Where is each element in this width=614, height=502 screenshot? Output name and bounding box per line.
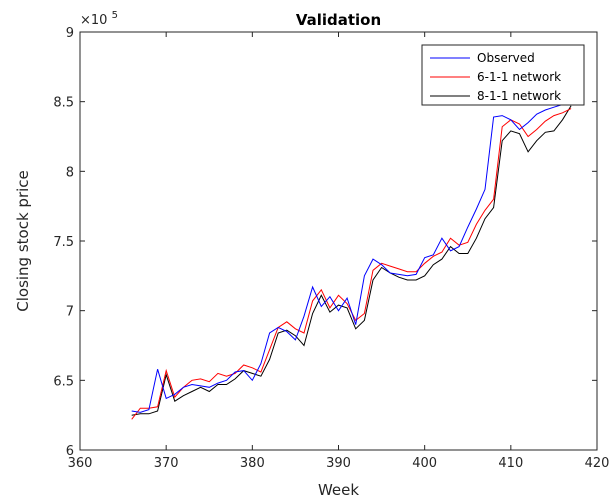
x-tick-label: 410 [498, 456, 523, 471]
x-tick-label: 360 [68, 456, 93, 471]
y-tick-label: 8 [66, 165, 74, 180]
y-axis-label: Closing stock price [14, 170, 32, 312]
y-tick-label: 7 [66, 305, 74, 320]
legend-label: 8-1-1 network [477, 89, 561, 103]
x-tick-label: 390 [326, 456, 351, 471]
legend-box [421, 44, 585, 106]
y-axis-multiplier: ×10 5 [80, 10, 118, 28]
legend-label: 6-1-1 network [477, 70, 561, 84]
y-multiplier-exponent: 5 [112, 10, 118, 21]
legend-label: Observed [477, 51, 535, 65]
y-multiplier-base: ×10 [80, 13, 107, 28]
series-line-observed [131, 101, 572, 413]
y-tick-label: 7.5 [53, 235, 74, 250]
y-tick-label: 6.5 [53, 374, 74, 389]
x-tick-label: 370 [154, 456, 179, 471]
x-tick-label: 420 [585, 456, 610, 471]
y-tick-label: 6 [66, 444, 74, 459]
x-tick-label: 380 [240, 456, 265, 471]
x-axis-label: Week [318, 481, 359, 499]
series-lines [131, 101, 572, 420]
chart-title: Validation [296, 11, 381, 29]
legend: Observed 6-1-1 network 8-1-1 network [421, 44, 585, 106]
x-tick-label: 400 [412, 456, 437, 471]
axis-ticks: 360 370 380 390 400 410 420 6 6.5 7 7.5 8 8.5 9 [53, 26, 609, 471]
series-line-8-1-1-network [131, 105, 572, 416]
y-tick-label: 9 [66, 26, 74, 41]
y-tick-label: 8.5 [53, 96, 74, 111]
